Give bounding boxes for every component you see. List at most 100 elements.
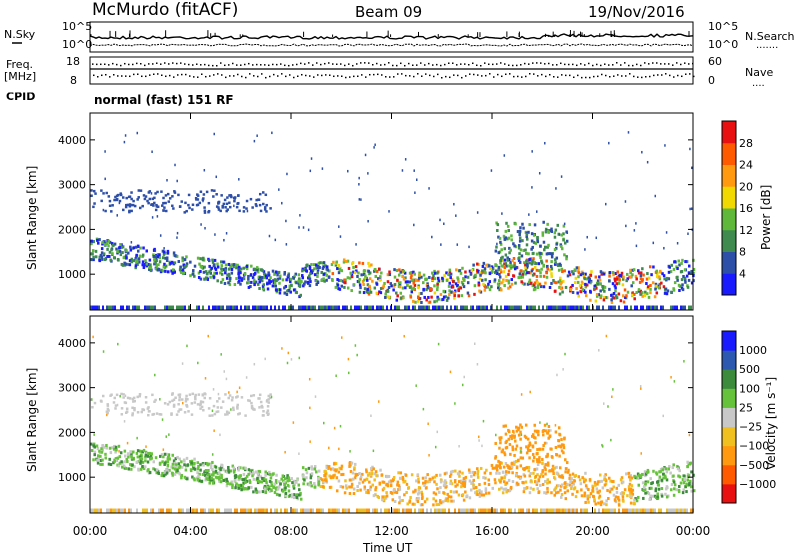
data-cell (424, 479, 427, 483)
data-cell (484, 487, 488, 491)
data-cell (268, 396, 272, 400)
data-cell (500, 436, 503, 440)
nave-dot (689, 73, 691, 75)
data-cell (398, 476, 402, 480)
data-cell (178, 472, 182, 476)
data-cell (340, 473, 343, 477)
data-cell (350, 275, 354, 279)
data-cell (557, 268, 561, 272)
data-cell (529, 271, 532, 275)
data-cell (230, 508, 232, 513)
data-cell (363, 287, 367, 291)
data-cell (245, 474, 249, 478)
data-cell (131, 450, 135, 454)
data-cell (142, 466, 146, 470)
x-tick-label: 04:00 (173, 524, 208, 538)
data-cell (90, 252, 93, 256)
data-cell (278, 188, 280, 191)
colorbar-swatch (722, 464, 736, 485)
data-cell (401, 475, 405, 479)
data-cell (171, 453, 174, 457)
data-cell (181, 256, 184, 260)
data-cell (118, 455, 122, 459)
data-cell (366, 305, 368, 310)
data-cell (522, 490, 526, 494)
data-cell (431, 476, 435, 480)
data-cell (302, 508, 304, 513)
data-cell (488, 272, 492, 276)
data-cell (532, 435, 536, 439)
data-cell (483, 288, 487, 292)
data-cell (508, 285, 512, 289)
data-cell (350, 305, 352, 310)
data-cell (218, 305, 220, 310)
data-cell (360, 198, 362, 201)
freq-dot (620, 64, 622, 66)
data-cell (436, 295, 439, 299)
data-cell (255, 268, 259, 272)
data-cell (215, 193, 218, 196)
data-cell (183, 463, 186, 467)
data-cell (554, 261, 557, 265)
data-cell (144, 453, 148, 457)
nave-dot (341, 75, 343, 77)
data-cell (212, 478, 215, 482)
data-cell (470, 305, 472, 310)
data-cell (685, 260, 689, 264)
data-cell (324, 264, 327, 268)
data-cell (576, 280, 580, 284)
data-cell (463, 375, 465, 379)
data-cell (258, 406, 261, 409)
data-cell (670, 488, 673, 492)
data-cell (170, 260, 174, 264)
data-cell (330, 475, 333, 479)
data-cell (494, 456, 497, 460)
data-cell (127, 467, 130, 471)
data-cell (162, 201, 165, 205)
nave-dot (501, 75, 503, 78)
data-cell (366, 287, 369, 291)
data-cell (412, 281, 415, 285)
data-cell (305, 471, 309, 475)
data-cell (486, 305, 488, 310)
data-cell (388, 270, 391, 274)
data-cell (114, 195, 117, 199)
data-cell (236, 407, 239, 410)
freq-dot (312, 64, 314, 66)
data-cell (168, 197, 172, 200)
data-cell (193, 465, 196, 469)
data-cell (509, 452, 512, 456)
data-cell (386, 280, 390, 284)
data-cell (336, 267, 339, 271)
data-cell (417, 276, 421, 280)
nave-dot (517, 75, 519, 78)
data-cell (546, 422, 548, 426)
freq-dot (500, 62, 502, 64)
data-cell (666, 289, 670, 293)
data-cell (257, 267, 260, 271)
data-cell (555, 256, 559, 260)
data-cell (197, 271, 201, 275)
data-cell (514, 508, 516, 513)
data-cell (182, 458, 186, 462)
data-cell (212, 305, 214, 310)
data-cell (464, 490, 467, 494)
data-cell (136, 249, 140, 253)
data-cell (327, 465, 330, 469)
data-cell (502, 480, 506, 484)
data-cell (527, 449, 530, 453)
data-cell (519, 423, 522, 427)
data-cell (333, 473, 337, 477)
data-cell (641, 150, 643, 154)
data-cell (160, 453, 164, 457)
noise-search-trace (89, 43, 694, 47)
data-cell (411, 502, 415, 506)
data-cell (224, 508, 226, 513)
data-cell (378, 400, 380, 403)
data-cell (265, 276, 269, 280)
data-cell (398, 508, 400, 513)
data-cell (350, 289, 353, 293)
data-cell (496, 223, 500, 227)
data-cell (502, 508, 504, 513)
data-cell (348, 478, 352, 482)
